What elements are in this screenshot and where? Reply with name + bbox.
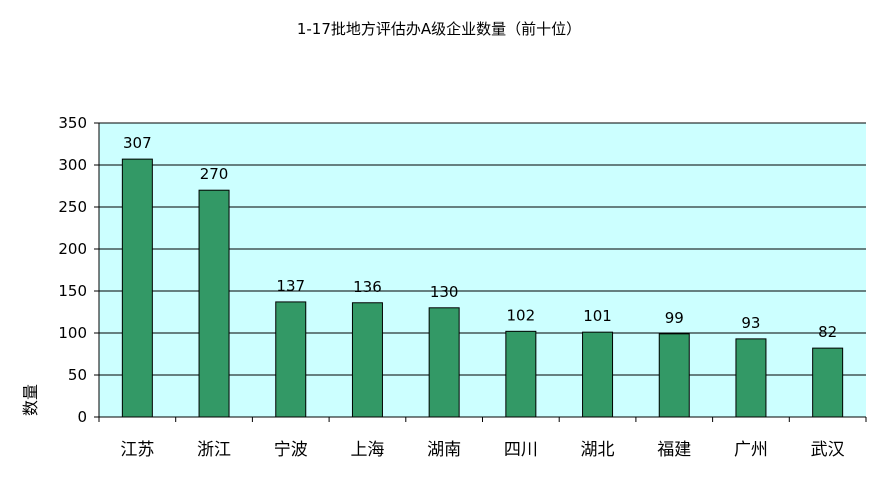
data-label: 270 [200, 165, 229, 183]
y-tick-label: 300 [58, 156, 87, 174]
y-axis-label: 数量 [21, 384, 40, 416]
x-tick-label: 四川 [504, 440, 538, 460]
data-label: 307 [123, 134, 152, 152]
x-tick-label: 宁波 [274, 440, 308, 460]
x-tick-label: 上海 [350, 440, 384, 460]
bar [582, 331, 614, 418]
data-label: 136 [353, 278, 382, 296]
data-label: 82 [818, 323, 837, 341]
x-tick-label: 湖北 [581, 440, 615, 460]
y-tick-label: 0 [77, 408, 87, 426]
data-label: 130 [430, 283, 459, 301]
x-tick-label: 武汉 [811, 440, 845, 460]
data-label: 101 [583, 307, 612, 325]
data-label: 93 [741, 314, 760, 332]
y-tick-label: 50 [68, 366, 87, 384]
bar [505, 330, 537, 418]
y-tick-label: 100 [58, 324, 87, 342]
x-tick-label: 湖南 [427, 440, 461, 460]
bar [658, 333, 690, 418]
y-tick-label: 350 [58, 114, 87, 132]
x-tick-label: 浙江 [197, 440, 231, 460]
bar [428, 307, 460, 418]
chart-title: 1-17批地方评估办A级企业数量（前十位） [297, 20, 581, 38]
bar [275, 301, 307, 418]
data-label: 102 [507, 306, 536, 324]
y-tick-label: 150 [58, 282, 87, 300]
y-tick-label: 250 [58, 198, 87, 216]
bar [121, 158, 153, 418]
y-tick-label: 200 [58, 240, 87, 258]
bar [351, 302, 383, 418]
data-label: 99 [665, 309, 684, 327]
x-tick-label: 广州 [734, 440, 768, 460]
x-tick-label: 江苏 [120, 440, 154, 460]
plot-area: 0 50 100 150 200 250 300 350 307 江苏 270 浙江 137 宁波 136 上… [58, 114, 867, 460]
bar [735, 338, 767, 418]
x-tick-label: 福建 [657, 440, 691, 460]
data-label: 137 [276, 277, 305, 295]
bar [198, 189, 230, 418]
bar [812, 347, 844, 418]
